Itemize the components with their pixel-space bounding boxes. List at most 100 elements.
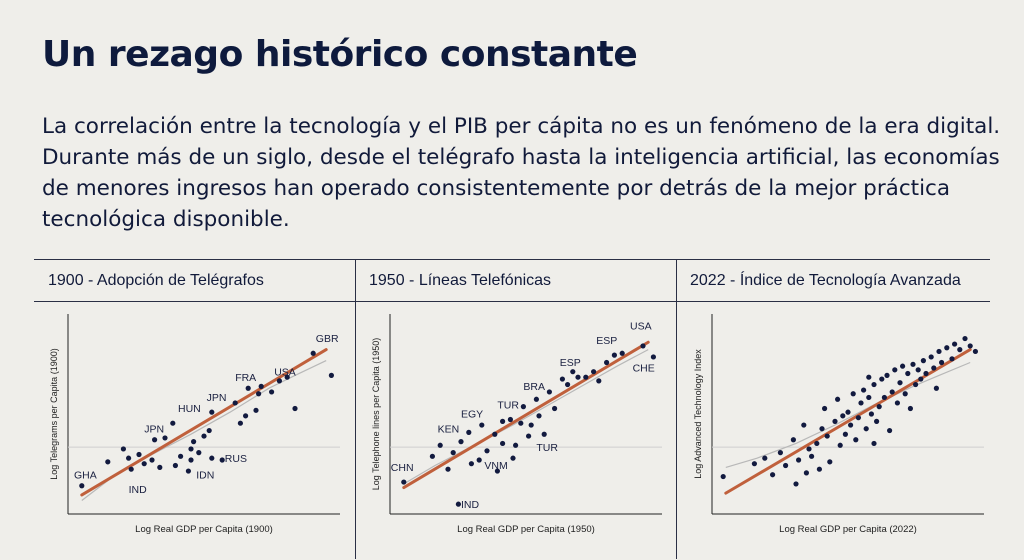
data-point [437,442,443,448]
country-label: JPN [207,392,227,404]
data-point [310,350,316,356]
data-point [611,352,617,358]
x-axis-label: Log Real GDP per Capita (1950) [457,524,595,535]
data-point [770,472,776,478]
data-point [871,440,877,447]
data-point [918,376,924,382]
data-point [801,422,807,428]
data-point [910,361,916,367]
data-point [604,359,610,366]
data-point [401,479,407,485]
data-point [957,347,963,353]
data-point [476,457,482,463]
data-point [858,400,864,406]
data-point [237,420,243,426]
data-point [219,457,225,463]
data-point [559,376,565,382]
data-point [822,405,828,412]
country-label: TUR [497,399,519,411]
data-point [245,385,251,391]
country-label: TUR [536,442,558,454]
data-point [972,348,978,355]
data-point [840,413,846,419]
data-point [479,422,485,428]
data-point [170,420,176,426]
smooth-curve [725,361,971,468]
page-title: Un rezago histórico constante [42,34,638,75]
data-point [827,459,833,465]
data-point [783,462,789,469]
data-point [884,372,890,378]
data-point [105,459,111,465]
data-point [520,404,526,410]
data-point [837,442,843,448]
country-label: CHE [633,363,655,375]
data-point [591,369,597,375]
data-point [185,468,191,474]
data-point [848,422,854,428]
data-point [907,405,913,412]
country-label: RUS [225,453,247,465]
country-label: HUN [178,403,201,415]
data-point [905,370,911,377]
data-point [842,431,848,437]
data-point [429,453,435,459]
data-point [209,409,215,415]
data-point [500,418,506,424]
panel-divider-2 [676,259,677,559]
data-point [777,450,783,456]
data-point [172,462,178,469]
data-point [762,455,768,461]
data-point [256,391,262,397]
data-point [866,394,872,401]
data-point [284,374,290,380]
data-point [157,464,163,470]
data-point [494,468,500,474]
data-point [853,437,859,443]
country-label: EGY [461,409,483,421]
data-point [832,418,838,424]
country-label: USA [630,320,652,332]
data-point [188,457,194,463]
panel-divider-1 [355,259,356,559]
data-point [863,426,869,432]
country-label: IND [461,499,480,511]
data-point [466,429,472,435]
data-point [162,435,168,441]
data-point [619,350,625,356]
data-point [894,400,900,406]
data-point [915,367,921,373]
country-label: IDN [196,469,214,481]
smooth-curve [403,349,649,485]
intro-paragraph: La correlación entre la tecnología y el … [42,114,1001,232]
data-point [149,457,155,463]
data-point [565,381,571,388]
data-point [881,394,887,401]
data-point [513,442,519,448]
country-label: BRA [523,381,545,393]
data-point [967,343,973,349]
data-point [874,418,880,424]
data-point [445,466,451,472]
data-point [850,391,856,397]
data-point [596,378,602,384]
data-point [328,372,334,378]
data-point [500,440,506,447]
data-point [933,385,939,391]
country-label: CHN [391,462,414,474]
y-axis-label: Log Advanced Technology Index [693,349,703,479]
data-point [276,378,282,384]
country-label: KEN [438,423,460,435]
data-point [871,381,877,388]
data-point [900,363,906,369]
data-point [528,422,534,428]
data-point [650,354,656,360]
data-point [201,433,207,439]
country-label: ESP [560,357,581,369]
data-point [887,427,893,434]
data-point [152,437,158,443]
data-point [809,453,815,459]
data-point [931,365,937,371]
chart-1900: GBR USA FRA JPN HUN JPN RUS IDN GHA IND Log Real G… [49,314,340,535]
